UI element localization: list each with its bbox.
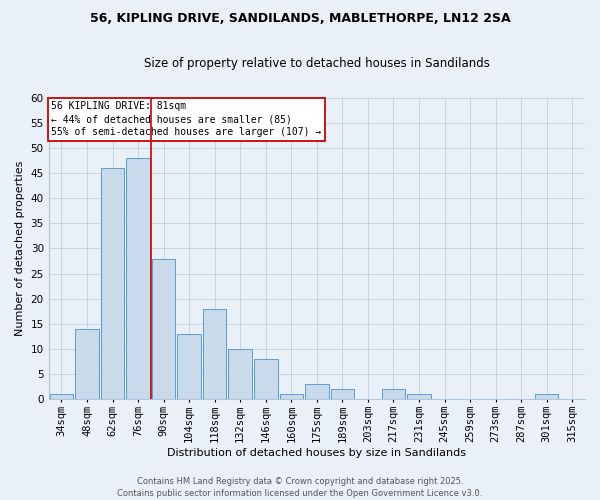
Bar: [382, 389, 405, 399]
Y-axis label: Number of detached properties: Number of detached properties: [15, 161, 25, 336]
Text: 56 KIPLING DRIVE: 81sqm
← 44% of detached houses are smaller (85)
55% of semi-de: 56 KIPLING DRIVE: 81sqm ← 44% of detache…: [52, 101, 322, 138]
Bar: [331, 389, 354, 399]
Bar: [127, 158, 150, 399]
Bar: [101, 168, 124, 399]
Bar: [280, 394, 303, 399]
Bar: [178, 334, 201, 399]
Bar: [535, 394, 559, 399]
Bar: [50, 394, 73, 399]
Bar: [229, 349, 252, 399]
Text: Contains HM Land Registry data © Crown copyright and database right 2025.
Contai: Contains HM Land Registry data © Crown c…: [118, 476, 482, 498]
Bar: [75, 328, 99, 399]
Bar: [305, 384, 329, 399]
Bar: [203, 308, 226, 399]
Bar: [254, 359, 278, 399]
Text: 56, KIPLING DRIVE, SANDILANDS, MABLETHORPE, LN12 2SA: 56, KIPLING DRIVE, SANDILANDS, MABLETHOR…: [89, 12, 511, 26]
Title: Size of property relative to detached houses in Sandilands: Size of property relative to detached ho…: [144, 58, 490, 70]
Bar: [407, 394, 431, 399]
X-axis label: Distribution of detached houses by size in Sandilands: Distribution of detached houses by size …: [167, 448, 466, 458]
Bar: [152, 258, 175, 399]
